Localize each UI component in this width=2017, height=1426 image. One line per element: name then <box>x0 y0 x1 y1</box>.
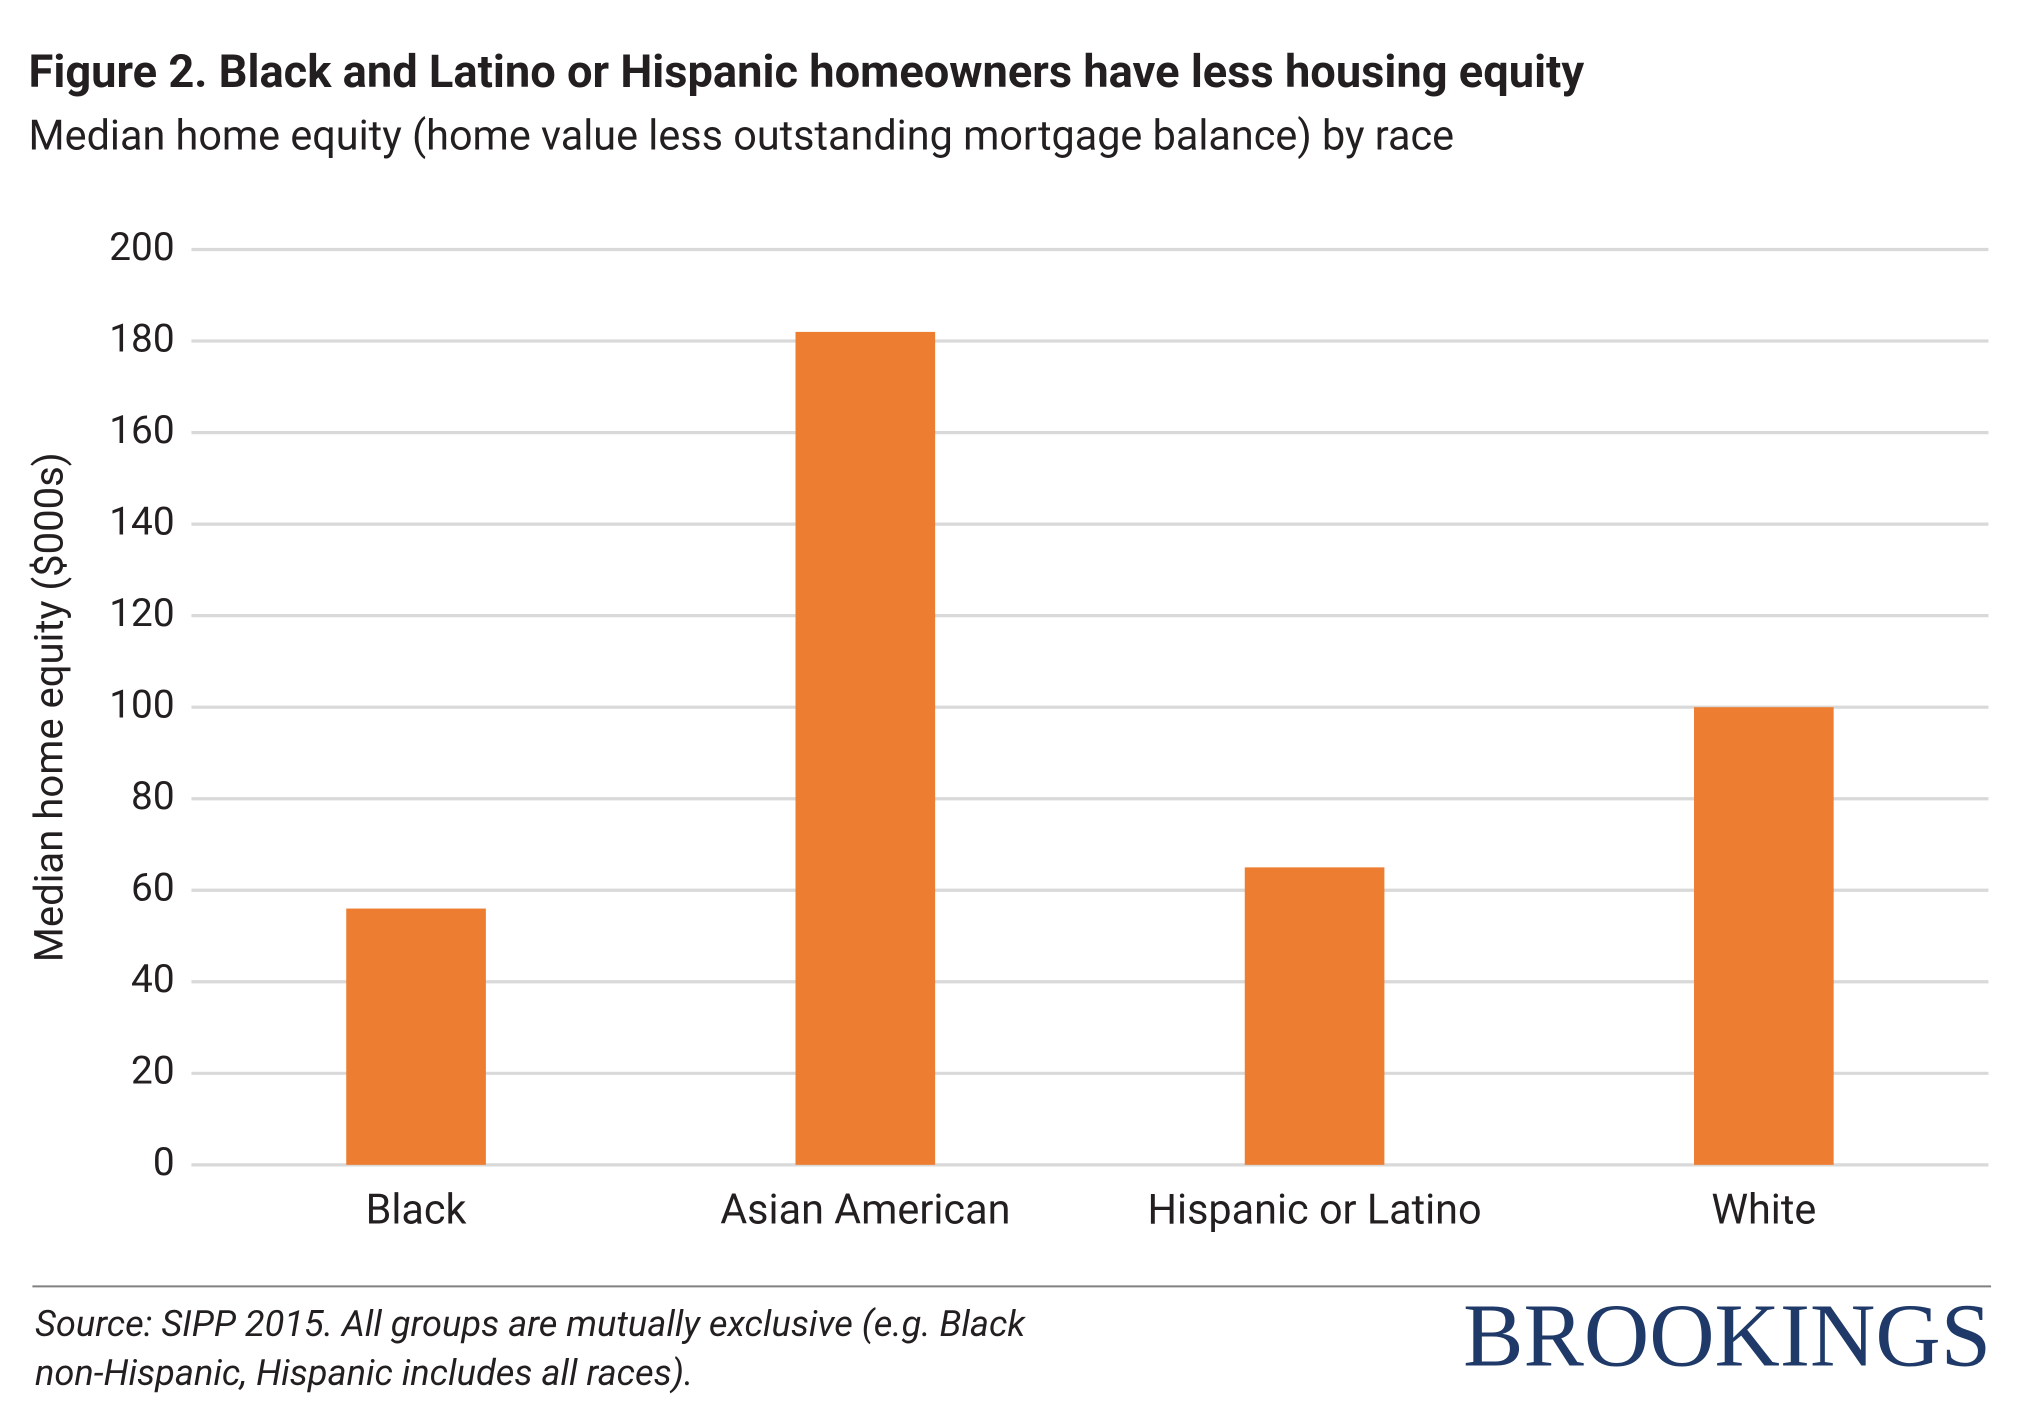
y-tick-label: 200 <box>109 225 174 270</box>
chart-subtitle: Median home equity (home value less outs… <box>29 112 1455 160</box>
y-tick-label: 40 <box>131 957 175 1002</box>
y-tick-label: 180 <box>109 316 174 361</box>
bar <box>346 908 486 1165</box>
x-tick-label: White <box>1711 1187 1816 1235</box>
x-tick-label: Hispanic or Latino <box>1148 1187 1482 1235</box>
bar <box>795 331 936 1165</box>
y-axis-label: Median home equity ($000s) <box>25 452 72 962</box>
chart-title: Figure 2. Black and Latino or Hispanic h… <box>29 46 1585 99</box>
y-tick-label: 120 <box>109 591 174 636</box>
x-tick-label: Asian American <box>720 1187 1010 1235</box>
y-tick-label: 60 <box>131 865 175 910</box>
y-tick-label: 140 <box>109 499 174 544</box>
bar <box>1244 867 1385 1165</box>
y-tick-label: 160 <box>109 408 174 453</box>
source-note: Source: SIPP 2015. All groups are mutual… <box>35 1302 1026 1345</box>
y-tick-label: 80 <box>131 774 175 819</box>
x-tick-label: Black <box>366 1187 467 1235</box>
bar <box>1694 707 1834 1165</box>
source-note: non-Hispanic, Hispanic includes all race… <box>35 1351 693 1394</box>
logo: BROOKINGS <box>1463 1284 1991 1385</box>
y-tick-label: 0 <box>153 1140 175 1185</box>
y-tick-label: 20 <box>131 1049 175 1094</box>
y-tick-label: 100 <box>109 682 174 727</box>
